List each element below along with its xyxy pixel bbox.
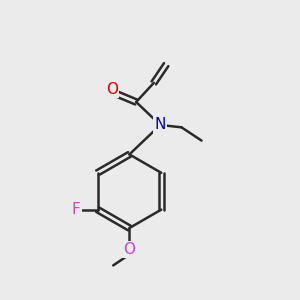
Text: O: O — [123, 242, 135, 257]
Text: N: N — [154, 118, 166, 133]
Text: O: O — [106, 82, 118, 97]
Text: F: F — [72, 202, 81, 217]
